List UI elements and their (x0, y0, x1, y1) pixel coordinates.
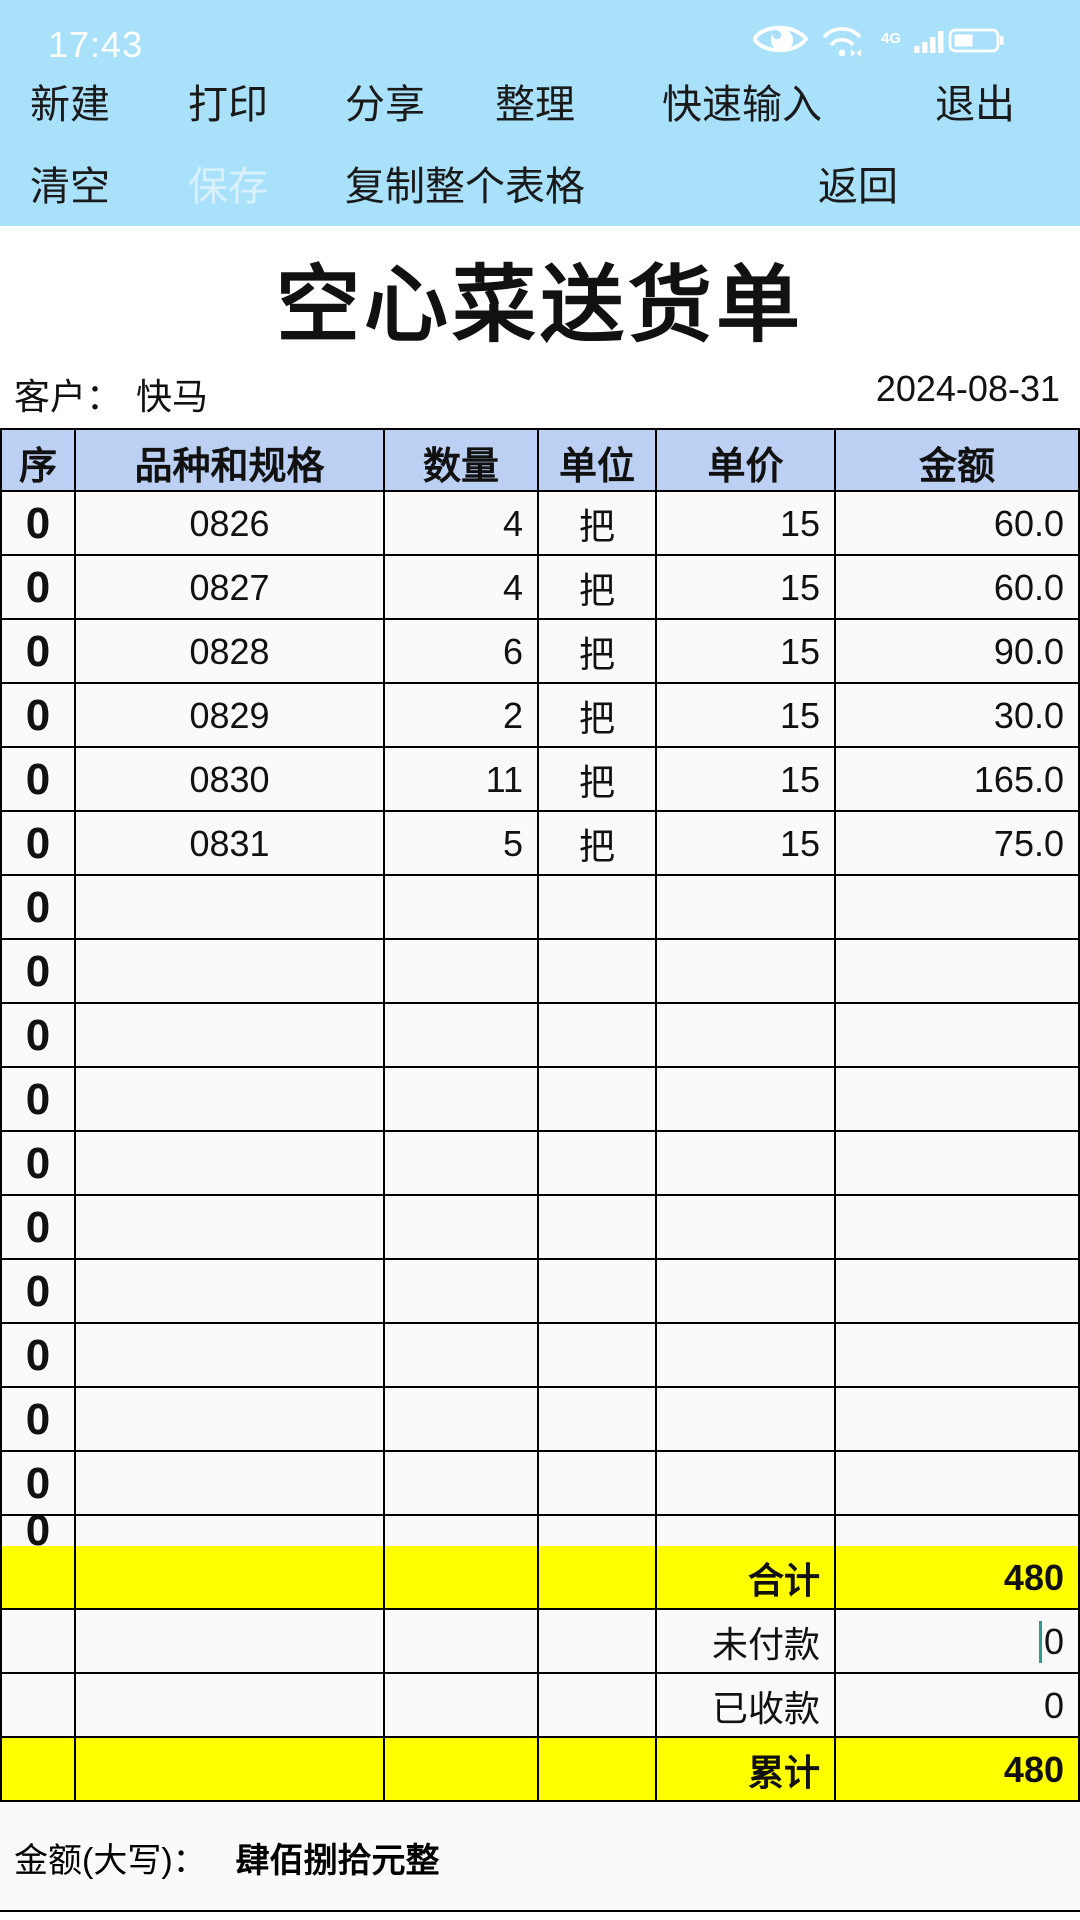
svg-text:4G: 4G (881, 30, 901, 47)
